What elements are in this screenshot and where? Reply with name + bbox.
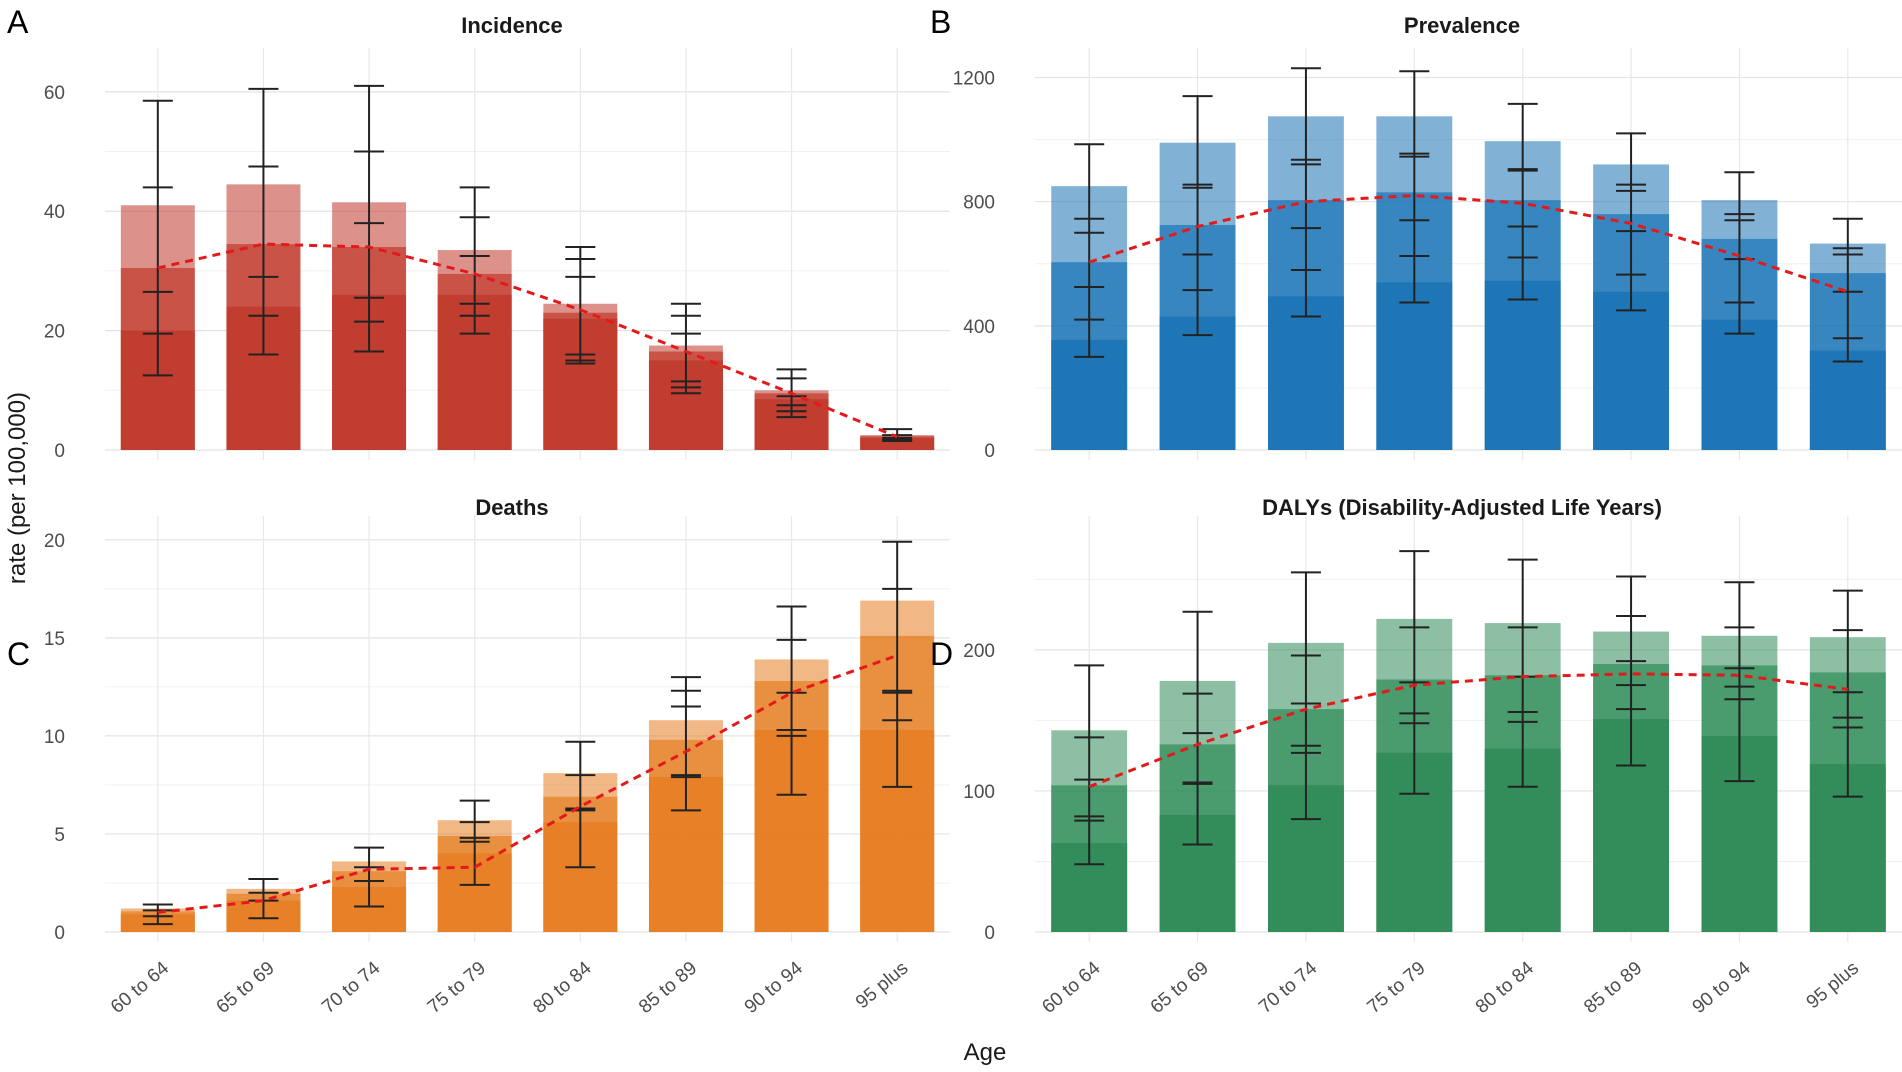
error-bars xyxy=(142,84,913,443)
panel-title: DALYs (Disability-Adjusted Life Years) xyxy=(1262,495,1662,520)
y-tick-label: 10 xyxy=(44,727,65,748)
y-axis-label: rate (per 100,000) xyxy=(4,392,31,584)
x-tick-label: 85 to 89 xyxy=(635,958,701,1018)
y-tick-label: 40 xyxy=(44,202,65,223)
bar-layer3 xyxy=(1484,280,1561,450)
x-tick-label: 90 to 94 xyxy=(1689,957,1755,1018)
panel-deaths: 0 5 10 15 20 Deaths C 60 to 64 65 to 69 70 to 74 7… xyxy=(7,495,950,1018)
x-tick-label: 95 plus xyxy=(1803,958,1863,1013)
x-tick-label: 65 to 69 xyxy=(213,958,279,1018)
x-tick-label: 75 to 79 xyxy=(424,958,490,1018)
panel-letter: A xyxy=(7,4,29,40)
y-tick-label: 1200 xyxy=(953,69,995,90)
y-tick-label: 0 xyxy=(54,923,65,944)
panel-letter: B xyxy=(930,4,951,40)
y-tick-label: 200 xyxy=(963,641,995,662)
panel-letter: C xyxy=(7,636,30,672)
error-bars xyxy=(1074,67,1863,363)
panel-title: Prevalence xyxy=(1404,13,1520,38)
x-axis-label: Age xyxy=(964,1039,1007,1066)
bar-layer3 xyxy=(1159,316,1236,450)
bars xyxy=(120,184,935,450)
error-bars xyxy=(1074,550,1863,866)
x-tick-label: 65 to 69 xyxy=(1147,958,1213,1018)
panel-title: Deaths xyxy=(475,495,548,520)
y-tick-label: 15 xyxy=(44,629,65,650)
y-tick-label: 20 xyxy=(44,531,65,552)
x-tick-label: 75 to 79 xyxy=(1363,958,1429,1018)
x-tick-label: 80 to 84 xyxy=(529,957,595,1018)
panel-title: Incidence xyxy=(461,13,562,38)
panel-prevalence: 0 400 800 1200 Prevalence B xyxy=(930,4,1902,462)
bar-layer3 xyxy=(860,438,935,450)
bar-layer3 xyxy=(1701,319,1778,450)
trend-line xyxy=(1088,672,1849,789)
bar-layer3 xyxy=(1593,291,1669,450)
x-tick-label: 80 to 84 xyxy=(1472,957,1538,1018)
x-tick-label: 95 plus xyxy=(852,958,912,1013)
panel-incidence: 0 20 40 60 Incidence A xyxy=(7,4,950,462)
y-tick-label: 5 xyxy=(54,825,65,846)
y-tick-label: 20 xyxy=(44,322,65,343)
x-tick-label: 60 to 64 xyxy=(1038,957,1104,1018)
panel-letter: D xyxy=(930,636,953,672)
y-tick-label: 0 xyxy=(984,923,995,944)
panel-dalys: 0 100 200 DALYs (Disability-Adjusted Life Y… xyxy=(930,495,1902,1018)
error-bars xyxy=(142,540,913,926)
x-tick-label: 70 to 74 xyxy=(1255,957,1321,1018)
y-tick-label: 800 xyxy=(963,193,995,214)
bar-layer3 xyxy=(1376,282,1453,450)
x-tick-label: 90 to 94 xyxy=(741,957,807,1018)
trend-line xyxy=(157,242,898,439)
bars xyxy=(1051,618,1886,932)
y-tick-label: 0 xyxy=(54,441,65,462)
trend-line xyxy=(1088,193,1849,294)
bars xyxy=(120,600,935,932)
bar-layer3 xyxy=(1268,296,1344,450)
x-tick-label: 70 to 74 xyxy=(318,957,384,1018)
y-tick-label: 0 xyxy=(984,441,995,462)
bars xyxy=(1051,116,1886,451)
trend-line xyxy=(157,654,898,914)
bar-layer3 xyxy=(1809,350,1886,450)
y-tick-label: 100 xyxy=(963,782,995,803)
y-tick-label: 400 xyxy=(963,317,995,338)
bar-layer3 xyxy=(1051,339,1128,450)
x-tick-label: 85 to 89 xyxy=(1580,958,1646,1018)
y-tick-label: 60 xyxy=(44,83,65,104)
x-tick-label: 60 to 64 xyxy=(107,957,173,1018)
